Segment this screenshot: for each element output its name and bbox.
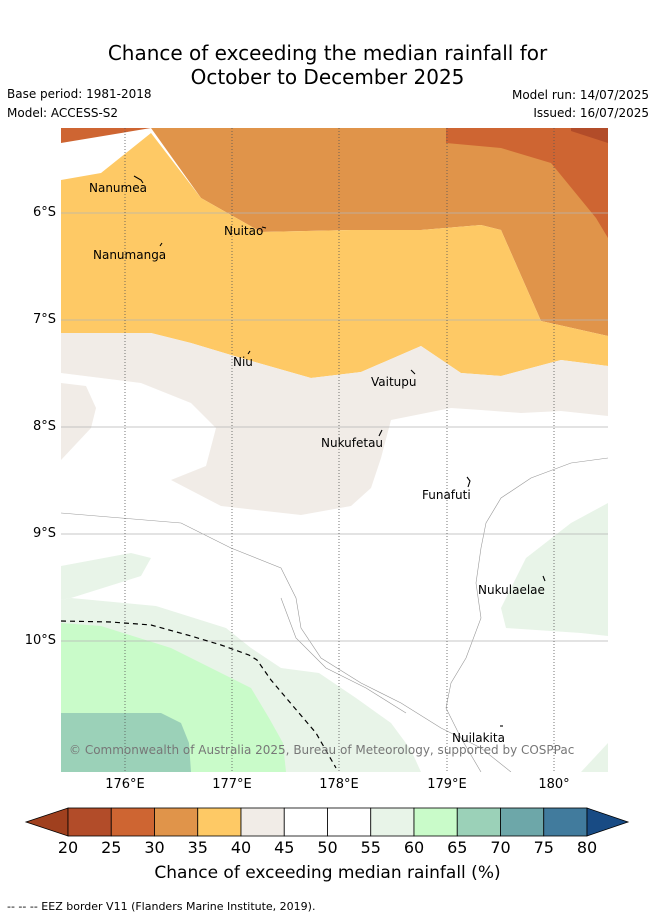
colorbar-tick-label: 80 bbox=[576, 838, 598, 857]
colorbar-swatch bbox=[197, 807, 242, 837]
colorbar-tick-label: 50 bbox=[317, 838, 338, 857]
island-shape bbox=[261, 226, 267, 229]
colorbar-swatch bbox=[370, 807, 415, 837]
zone-55-60-west bbox=[61, 553, 151, 600]
island-shape bbox=[159, 242, 163, 247]
colorbar-extension-high bbox=[586, 807, 630, 837]
zone-35-40 bbox=[61, 133, 608, 378]
zone-55-60-east bbox=[501, 503, 608, 636]
rainfall-map: Nanumea Nuitao Nanumanga Niu Vaitupu Nuk… bbox=[61, 128, 608, 772]
colorbar-swatch bbox=[456, 807, 501, 837]
island-shape bbox=[542, 575, 546, 582]
zone-40-45 bbox=[61, 333, 608, 515]
lon-label-180: 180° bbox=[538, 777, 570, 792]
colorbar-swatch bbox=[500, 807, 545, 837]
colorbar-tick-label: 45 bbox=[274, 838, 295, 857]
colorbar bbox=[24, 807, 630, 837]
colorbar-title: Chance of exceeding median rainfall (%) bbox=[154, 863, 501, 883]
colorbar-tick-label: 60 bbox=[403, 838, 425, 857]
island-label-vaitupu: Vaitupu bbox=[371, 375, 417, 389]
zone-65-70 bbox=[61, 713, 191, 772]
zone-25-30-ne bbox=[446, 128, 608, 238]
colorbar-swatch bbox=[543, 807, 588, 837]
island-label-nukufetau: Nukufetau bbox=[321, 436, 383, 450]
colorbar-swatch bbox=[67, 807, 112, 837]
island-label-funafuti: Funafuti bbox=[422, 488, 471, 502]
lat-label-6s: 6°S bbox=[32, 205, 56, 220]
island-shape bbox=[378, 429, 383, 437]
zone-30-35 bbox=[61, 128, 608, 336]
colorbar-swatch bbox=[240, 807, 285, 837]
colorbar-tick-label: 20 bbox=[57, 838, 79, 857]
copyright-text: © Commonwealth of Australia 2025, Bureau… bbox=[69, 743, 574, 757]
colorbar-tick-label: 65 bbox=[447, 838, 468, 857]
eez-border bbox=[61, 620, 337, 769]
colorbar-swatch bbox=[327, 807, 372, 837]
colorbar-extension-low bbox=[24, 807, 69, 837]
colorbar-tick-label: 30 bbox=[144, 838, 165, 857]
colorbar-tick-label: 25 bbox=[101, 838, 122, 857]
issued-label: Issued: 16/07/2025 bbox=[533, 106, 649, 120]
island-label-niu: Niu bbox=[233, 355, 253, 369]
colorbar-tick-label: 75 bbox=[533, 838, 554, 857]
colorbar-tick-label: 35 bbox=[187, 838, 208, 857]
colorbar-tick-label: 55 bbox=[360, 838, 381, 857]
lat-label-8s: 8°S bbox=[32, 419, 56, 434]
zone-20-25 bbox=[571, 128, 608, 143]
island-label-nukulaelae: Nukulaelae bbox=[478, 583, 545, 597]
eez-footnote: -- -- -- EEZ border V11 (Flanders Marine… bbox=[7, 900, 316, 913]
island-shape bbox=[133, 175, 144, 184]
contour-line bbox=[61, 512, 512, 772]
lat-label-10s: 10°S bbox=[24, 633, 56, 648]
island-label-nuitao: Nuitao bbox=[224, 224, 263, 238]
lon-label-179e: 179°E bbox=[427, 777, 467, 792]
lon-label-177e: 177°E bbox=[212, 777, 252, 792]
zone-55-60-se bbox=[581, 743, 608, 772]
lon-label-178e: 178°E bbox=[319, 777, 359, 792]
island-label-nanumea: Nanumea bbox=[89, 181, 147, 195]
model-label: Model: ACCESS-S2 bbox=[7, 106, 119, 120]
zone-40-45-west bbox=[61, 383, 96, 460]
colorbar-swatch bbox=[154, 807, 199, 837]
base-period-label: Base period: 1981-2018 bbox=[7, 87, 152, 101]
island-label-nanumanga: Nanumanga bbox=[93, 248, 166, 262]
colorbar-swatch bbox=[110, 807, 155, 837]
contour-line bbox=[445, 457, 608, 772]
map-title-line2: October to December 2025 bbox=[190, 65, 465, 89]
lat-label-7s: 7°S bbox=[32, 312, 56, 327]
island-label-nuilakita: Nuilakita bbox=[452, 731, 505, 745]
colorbar-swatch bbox=[283, 807, 328, 837]
island-shape bbox=[410, 369, 416, 375]
contour-line bbox=[280, 597, 407, 714]
colorbar-swatch bbox=[413, 807, 458, 837]
colorbar-tick-label: 70 bbox=[490, 838, 511, 857]
lat-label-9s: 9°S bbox=[32, 526, 56, 541]
colorbar-tick-label: 40 bbox=[230, 838, 252, 857]
island-shape bbox=[247, 350, 251, 355]
zone-25-30 bbox=[61, 128, 151, 143]
model-run-label: Model run: 14/07/2025 bbox=[511, 88, 649, 102]
island-shape bbox=[466, 476, 471, 488]
map-title-line1: Chance of exceeding the median rainfall … bbox=[107, 41, 548, 65]
lon-label-176e: 176°E bbox=[105, 777, 145, 792]
